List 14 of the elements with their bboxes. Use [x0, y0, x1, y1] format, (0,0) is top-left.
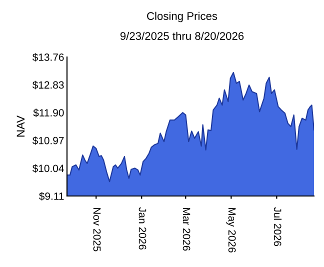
chart-subtitle: 9/23/2025 thru 8/20/2026 [120, 32, 244, 40]
x-tick-label: May 2026 [226, 208, 236, 252]
chart-title: Closing Prices [147, 12, 218, 22]
x-tick-label: Nov 2025 [93, 208, 101, 252]
y-tick-label: $10.97 [32, 136, 64, 145]
x-tick-label: Mar 2026 [182, 208, 190, 251]
y-tick-label: $9.11 [39, 192, 64, 200]
y-tick-label: $10.04 [32, 164, 64, 173]
y-tick-label: $13.76 [32, 53, 64, 62]
y-tick-label: $11.90 [33, 108, 64, 118]
x-tick-label: Jan 2026 [138, 207, 146, 250]
x-tick-label: Jul 2026 [274, 207, 282, 246]
y-axis-title: NAV [16, 116, 25, 137]
y-tick-label: $12.83 [32, 80, 64, 90]
